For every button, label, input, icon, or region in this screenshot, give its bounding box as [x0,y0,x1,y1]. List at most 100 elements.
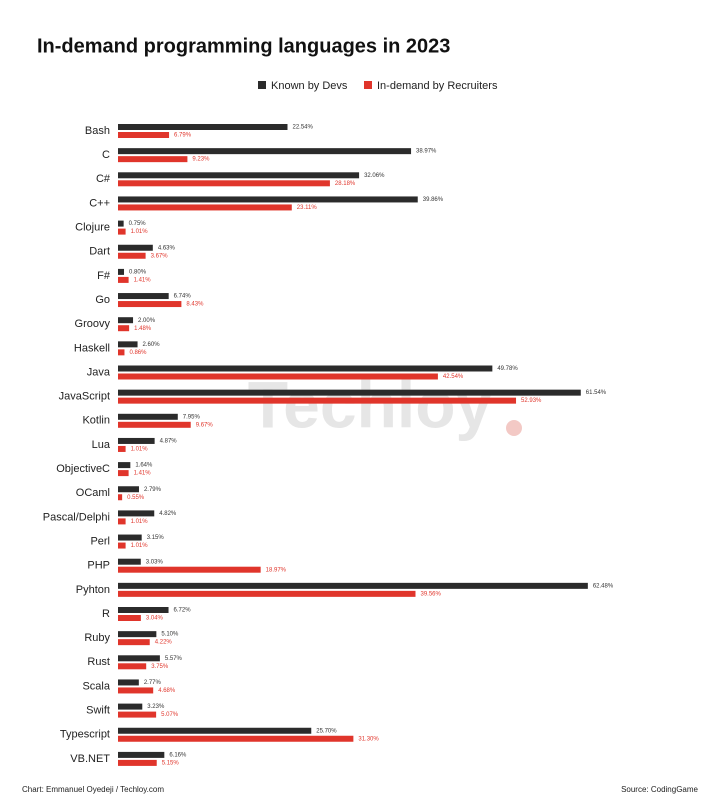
category-label: Kotlin [82,415,110,427]
value-label: 4.63% [158,245,176,251]
category-label: Go [95,294,110,306]
bar [118,655,160,662]
category-label: C [102,149,110,161]
value-label: 2.79% [144,487,162,493]
value-label: 6.79% [174,133,192,139]
value-label: 2.60% [143,342,161,348]
value-label: 1.01% [131,519,149,525]
value-label: 1.01% [131,229,149,235]
bar [118,421,191,428]
value-label: 0.55% [127,495,145,501]
bar [118,252,146,259]
category-label: F# [97,270,111,282]
value-label: 28.18% [335,181,356,187]
bar [118,687,154,694]
bar [118,566,261,573]
bar [118,373,438,380]
category-label: Haskell [74,342,110,354]
value-label: 0.75% [129,221,147,227]
value-label: 25.70% [316,728,337,734]
bar [118,196,418,203]
bar [118,542,126,549]
bar [118,445,126,452]
value-label: 1.41% [134,277,152,283]
value-label: 3.67% [151,253,169,259]
bar [118,220,124,227]
bar [118,727,312,734]
bar [118,397,517,404]
value-label: 3.23% [147,704,165,710]
value-label: 9.23% [192,157,210,163]
value-label: 38.97% [416,149,437,155]
value-label: 6.74% [174,294,192,300]
bar [118,663,147,670]
credit: Chart: Emmanuel Oyedeji / Techloy.com [22,785,164,794]
bar [118,301,182,308]
value-label: 1.01% [131,447,149,453]
category-label: Swift [86,705,110,717]
value-label: 62.48% [593,583,614,589]
value-label: 39.86% [423,197,444,203]
bar [118,132,170,138]
value-label: 1.41% [134,471,152,477]
bar [118,244,153,251]
value-label: 42.54% [443,374,464,380]
value-label: 4.82% [159,511,177,517]
bar [118,349,125,356]
value-label: 3.15% [147,535,165,541]
category-label: JavaScript [59,391,110,403]
category-label: R [102,608,110,620]
bar [118,631,157,638]
value-label: 6.16% [169,752,187,758]
category-label: VB.NET [70,753,110,765]
bar [118,462,131,469]
value-label: 23.11% [297,205,318,211]
value-label: 9.67% [196,422,214,428]
value-label: 3.04% [146,616,164,622]
bar [118,148,412,155]
bar [118,389,581,396]
bar [118,124,288,130]
value-label: 1.01% [131,543,149,549]
bar [118,607,169,613]
bar [118,204,292,211]
bar [118,590,416,597]
bar [118,679,139,686]
bar [118,470,129,477]
bar [118,735,354,742]
bar [118,639,150,646]
legend-swatch [258,81,266,89]
value-label: 0.80% [129,269,147,275]
value-label: 1.48% [134,326,152,332]
bar [118,751,165,758]
source: Source: CodingGame [621,785,698,794]
category-label: PHP [87,560,110,572]
value-label: 5.07% [161,712,179,718]
value-label: 32.06% [364,173,385,179]
category-label: Clojure [75,222,110,234]
category-label: Dart [89,246,110,258]
bar [118,518,126,525]
value-label: 7.95% [183,414,201,420]
value-label: 8.43% [186,302,204,308]
category-label: Groovy [75,318,111,330]
category-label: OCaml [76,487,110,499]
value-label: 2.00% [138,318,156,324]
value-label: 1.64% [135,463,153,469]
category-label: Rust [87,656,110,668]
category-label: C# [96,173,111,185]
value-label: 5.10% [161,632,179,638]
bar [118,325,130,332]
value-label: 3.03% [146,559,164,565]
category-label: Java [87,366,111,378]
bar [118,615,141,621]
category-label: Bash [85,125,110,137]
value-label: 18.97% [266,567,287,573]
category-label: Perl [90,535,110,547]
value-label: 4.68% [158,688,176,694]
bar [118,172,360,179]
category-label: Pascal/Delphi [43,511,110,523]
legend-label: Known by Devs [271,80,348,92]
bar [118,759,157,766]
